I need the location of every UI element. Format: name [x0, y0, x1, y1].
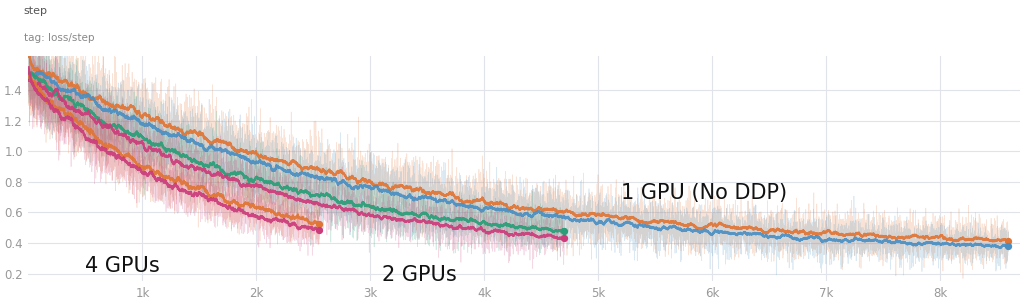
Text: 2 GPUs: 2 GPUs [382, 265, 457, 285]
Text: 1 GPU (No DDP): 1 GPU (No DDP) [621, 182, 787, 202]
Point [556, 228, 572, 233]
Text: tag: loss/step: tag: loss/step [24, 33, 94, 43]
Point [311, 222, 328, 227]
Point [1000, 238, 1017, 243]
Point [1000, 244, 1017, 248]
Text: step: step [24, 6, 47, 16]
Text: 4 GPUs: 4 GPUs [85, 256, 160, 276]
Point [311, 228, 328, 233]
Point [556, 236, 572, 240]
